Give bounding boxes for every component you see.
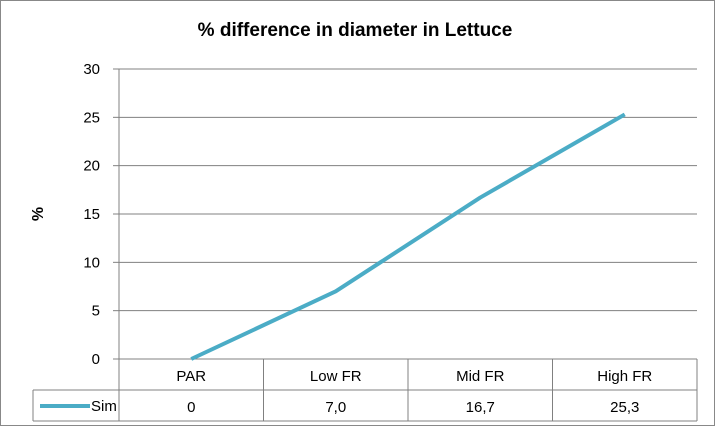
gridlines	[119, 68, 697, 312]
x-category-label: Mid FR	[456, 368, 505, 385]
y-axis-label: %	[30, 207, 47, 221]
x-category-label: Low FR	[310, 368, 362, 385]
data-value-label: 25,3	[610, 399, 639, 416]
x-category-label: PAR	[176, 368, 206, 385]
data-table: PAR Low FR Mid FR High FR Sim 0 7,0 16,7 25,3	[32, 358, 698, 422]
legend-label: Sim	[91, 398, 117, 415]
series-group	[190, 112, 626, 361]
y-tick-label: 15	[83, 206, 100, 223]
y-tick-label: 30	[83, 61, 100, 78]
data-value-label: 0	[187, 399, 195, 416]
x-category-label: High FR	[597, 368, 652, 385]
y-tick-label: 20	[83, 158, 100, 175]
y-tick-label: 0	[92, 351, 100, 368]
y-tick-label: 25	[83, 109, 100, 126]
chart-title: % difference in diameter in Lettuce	[198, 20, 513, 41]
y-axis-ticks: 0 5 10 15 20 25 30	[83, 61, 120, 368]
data-value-label: 16,7	[466, 399, 495, 416]
series-line	[190, 112, 626, 361]
y-tick-label: 10	[83, 254, 100, 271]
y-tick-label: 5	[92, 303, 100, 320]
data-value-label: 7,0	[325, 399, 346, 416]
